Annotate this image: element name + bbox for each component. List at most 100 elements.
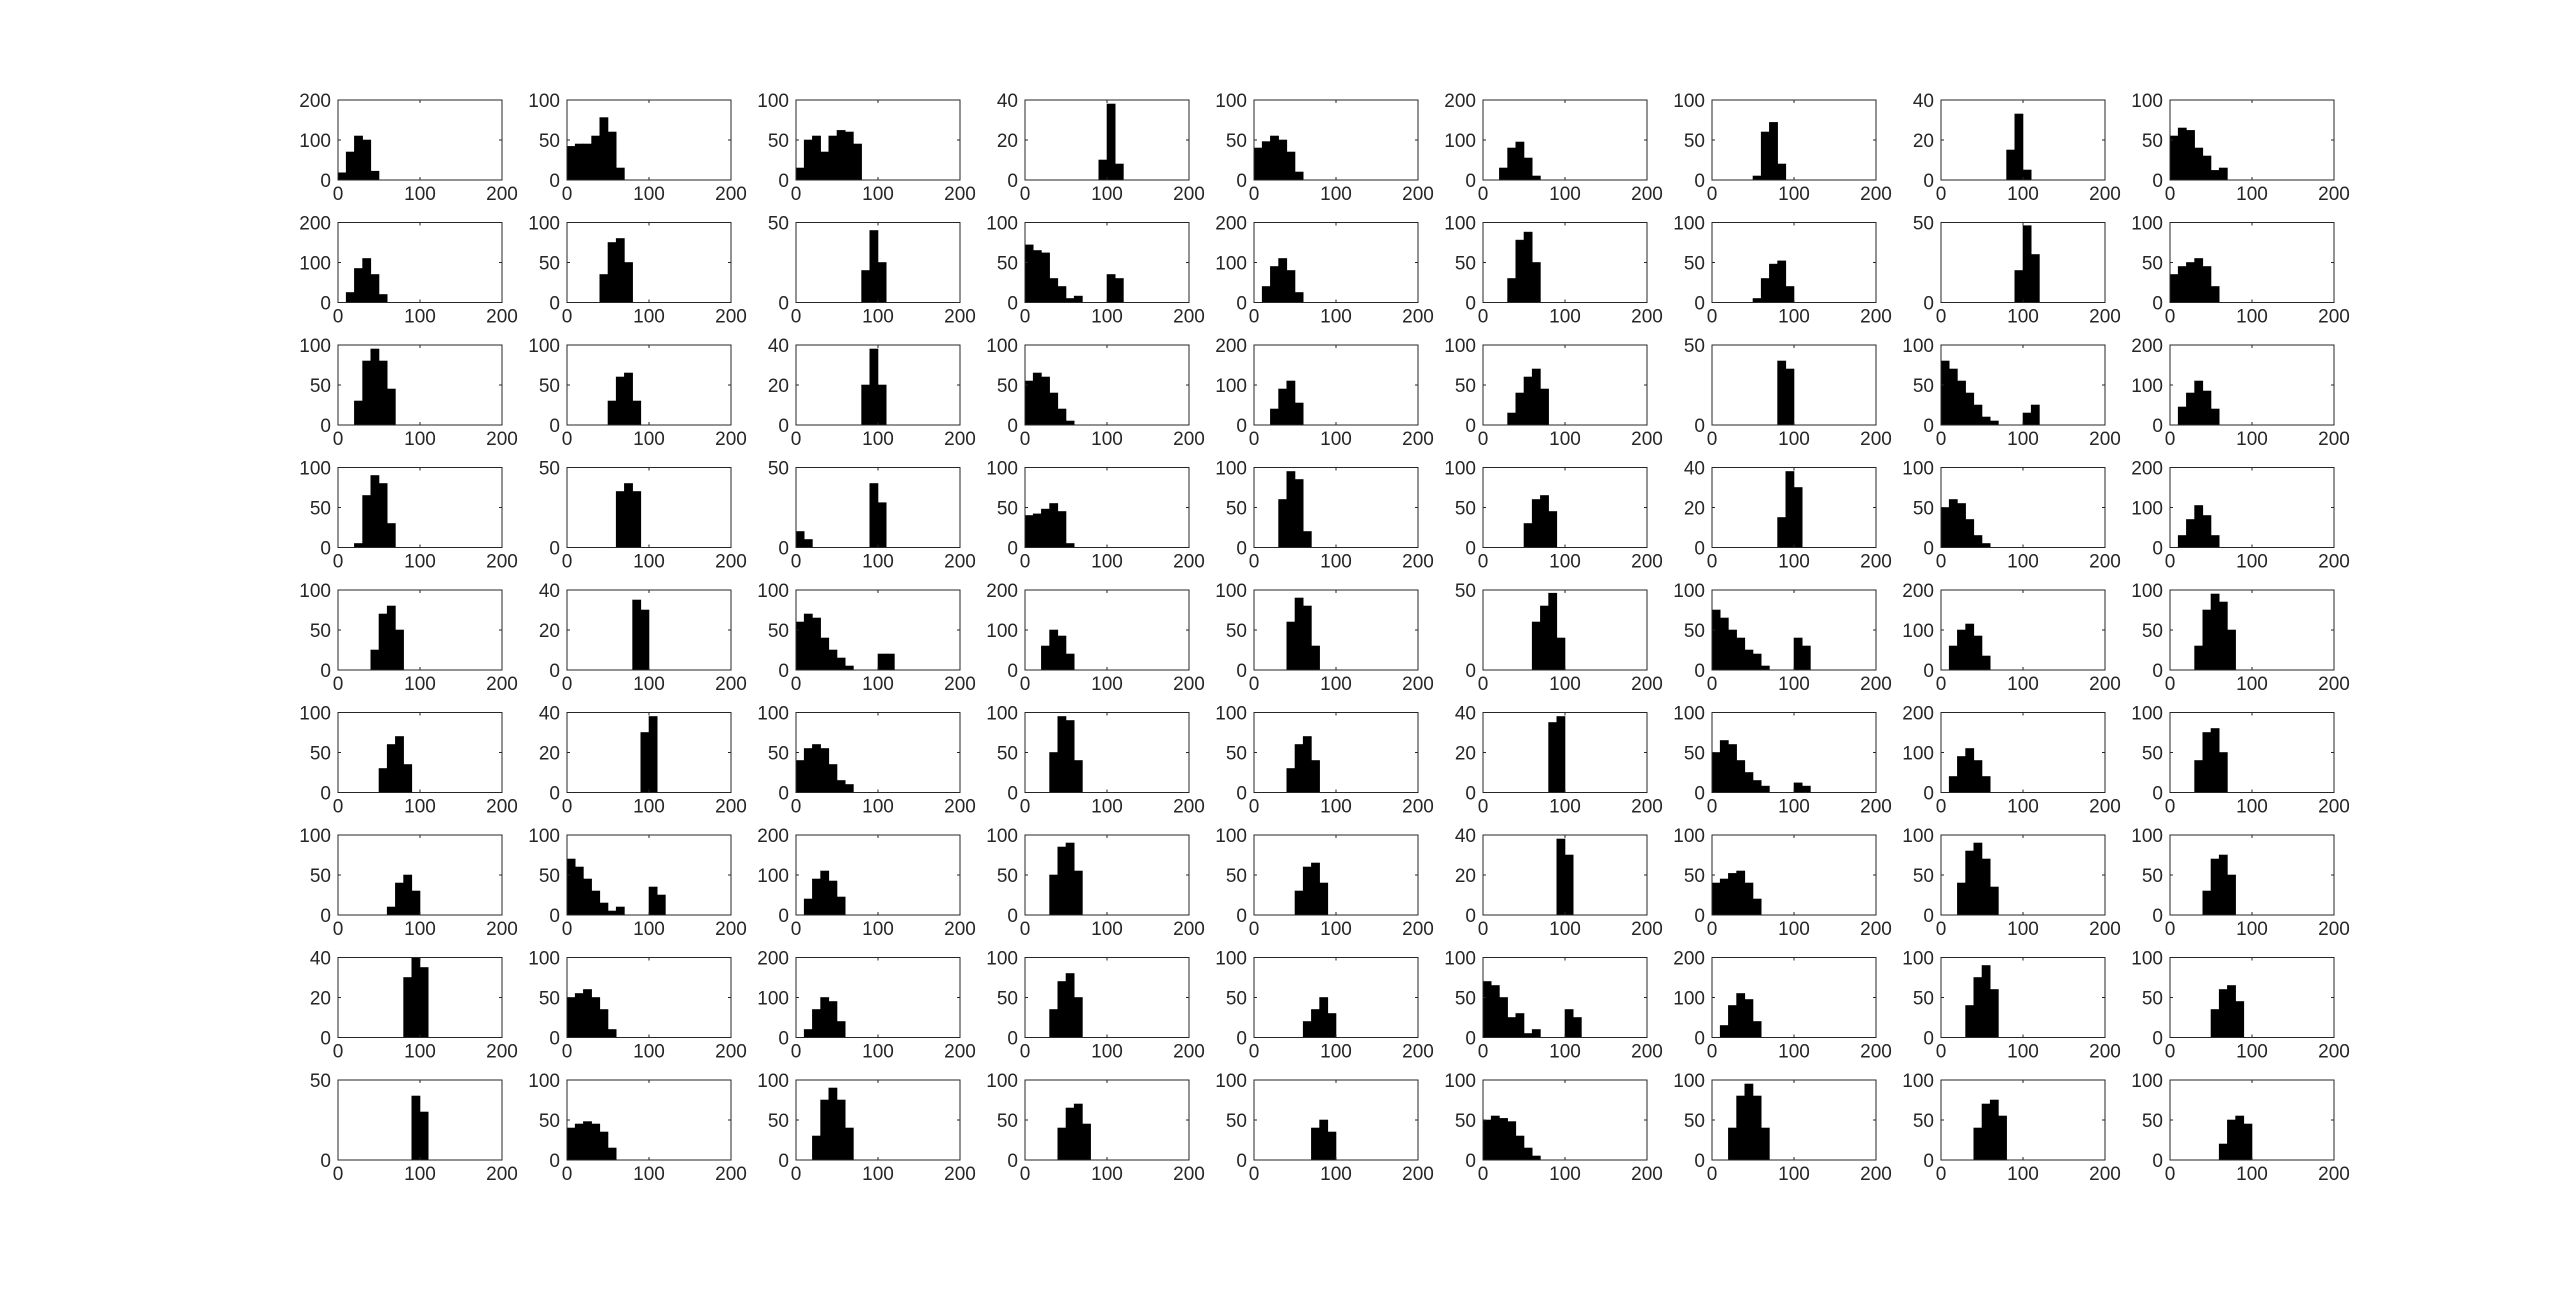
- y-tick-label: 50: [539, 1111, 560, 1132]
- histogram-bar: [1073, 997, 1083, 1038]
- histogram-bar: [1752, 780, 1762, 793]
- histogram-bar: [2177, 535, 2187, 548]
- histogram-bar: [2210, 408, 2220, 426]
- y-tick-label: 100: [986, 336, 1018, 357]
- histogram-bar: [1948, 368, 1958, 426]
- histogram-bar: [1728, 1127, 1737, 1161]
- histogram-bar: [2210, 1009, 2220, 1038]
- histogram-bar: [2022, 412, 2032, 426]
- y-tick-label: 40: [997, 91, 1018, 112]
- x-tick-label: 100: [1320, 184, 1352, 205]
- x-tick-label: 200: [486, 919, 518, 940]
- histogram-bar: [877, 262, 887, 303]
- histogram-bar: [1294, 744, 1304, 793]
- y-tick-label: 40: [539, 704, 560, 725]
- histogram-bar: [1973, 404, 1983, 426]
- y-tick-label: 100: [1215, 376, 1247, 397]
- x-tick-label: 200: [1860, 1042, 1892, 1063]
- histogram-bar: [1981, 965, 1991, 1038]
- histogram-bar: [1065, 973, 1075, 1038]
- y-tick-label: 0: [320, 171, 331, 192]
- x-tick-label: 0: [1020, 429, 1031, 450]
- histogram-bar: [795, 621, 805, 671]
- histogram-bar: [1032, 513, 1042, 548]
- subplot-46: 0 100 200 0 50 100: [299, 704, 518, 818]
- histogram-bar: [1065, 1107, 1075, 1161]
- y-tick-label: 0: [320, 1151, 331, 1172]
- x-tick-label: 200: [2318, 1042, 2350, 1063]
- histogram-bar: [1499, 167, 1508, 181]
- histogram-bar: [1049, 503, 1059, 548]
- histogram-bar: [403, 874, 413, 916]
- x-tick-label: 0: [1020, 552, 1031, 573]
- histogram-bar: [1719, 878, 1729, 916]
- y-tick-label: 0: [320, 539, 331, 560]
- subplot-81: 0 100 200 0 50 100: [2131, 1071, 2350, 1185]
- y-tick-label: 0: [2152, 539, 2163, 560]
- histogram-bar: [1032, 372, 1042, 426]
- histogram-bar: [1082, 1123, 1091, 1161]
- histogram-bar: [1507, 412, 1517, 426]
- y-tick-label: 50: [539, 254, 560, 275]
- histogram-bar: [2227, 629, 2236, 671]
- x-tick-label: 0: [333, 919, 344, 940]
- x-tick-label: 100: [2236, 919, 2268, 940]
- histogram-bar: [1286, 380, 1296, 426]
- y-tick-label: 0: [2152, 906, 2163, 927]
- y-tick-label: 50: [310, 376, 331, 397]
- histogram-bar: [1024, 380, 1034, 426]
- x-tick-label: 0: [1707, 797, 1718, 818]
- y-tick-label: 0: [1236, 1151, 1247, 1172]
- histogram-bar: [1736, 870, 1746, 916]
- histogram-bar: [1531, 1029, 1541, 1038]
- x-tick-label: 0: [1478, 552, 1489, 573]
- histogram-bar: [1507, 1017, 1517, 1038]
- y-tick-label: 100: [299, 254, 331, 275]
- y-tick-label: 0: [549, 416, 560, 437]
- subplot-31: 0 100 200 0 50 100: [986, 459, 1205, 573]
- x-tick-label: 0: [791, 552, 802, 573]
- x-tick-label: 100: [633, 307, 665, 328]
- x-tick-label: 0: [562, 429, 573, 450]
- x-tick-label: 200: [715, 184, 747, 205]
- y-tick-label: 50: [1684, 866, 1705, 887]
- y-tick-label: 50: [2142, 254, 2163, 275]
- x-tick-label: 0: [562, 674, 573, 695]
- histogram-bar: [574, 143, 584, 181]
- histogram-bar: [1531, 175, 1541, 181]
- histogram-bar: [1711, 752, 1721, 793]
- x-tick-label: 0: [1249, 919, 1260, 940]
- y-tick-label: 0: [1236, 294, 1247, 315]
- y-tick-label: 100: [528, 336, 560, 357]
- histogram-bar: [1114, 163, 1124, 181]
- histogram-bar: [1499, 997, 1508, 1038]
- y-tick-label: 50: [1226, 621, 1247, 642]
- histogram-bar: [2194, 760, 2204, 793]
- x-tick-label: 0: [1020, 674, 1031, 695]
- y-tick-label: 50: [310, 744, 331, 765]
- histogram-bar: [1752, 653, 1762, 671]
- y-tick-label: 0: [778, 171, 789, 192]
- x-tick-label: 100: [2007, 1042, 2039, 1063]
- histogram-bar: [615, 376, 625, 426]
- x-tick-label: 0: [1707, 674, 1718, 695]
- histogram-bar: [885, 653, 895, 671]
- histogram-bar: [803, 748, 813, 793]
- histogram-bar: [1760, 278, 1770, 303]
- y-tick-label: 50: [768, 459, 789, 480]
- histogram-bar: [795, 531, 805, 548]
- histogram-bar: [1302, 736, 1312, 793]
- histogram-bar: [1965, 392, 1975, 426]
- x-tick-label: 0: [1020, 307, 1031, 328]
- histogram-bar: [1311, 645, 1320, 671]
- histogram-bar: [337, 172, 347, 181]
- histogram-bar: [2218, 1143, 2228, 1161]
- y-tick-label: 50: [768, 744, 789, 765]
- x-tick-label: 100: [862, 797, 894, 818]
- histogram-bar: [1261, 286, 1271, 303]
- histogram-bar: [1957, 503, 1966, 548]
- histogram-bar: [812, 135, 821, 181]
- x-tick-label: 200: [1402, 1164, 1434, 1185]
- y-tick-label: 50: [539, 866, 560, 887]
- y-tick-label: 0: [1694, 661, 1705, 682]
